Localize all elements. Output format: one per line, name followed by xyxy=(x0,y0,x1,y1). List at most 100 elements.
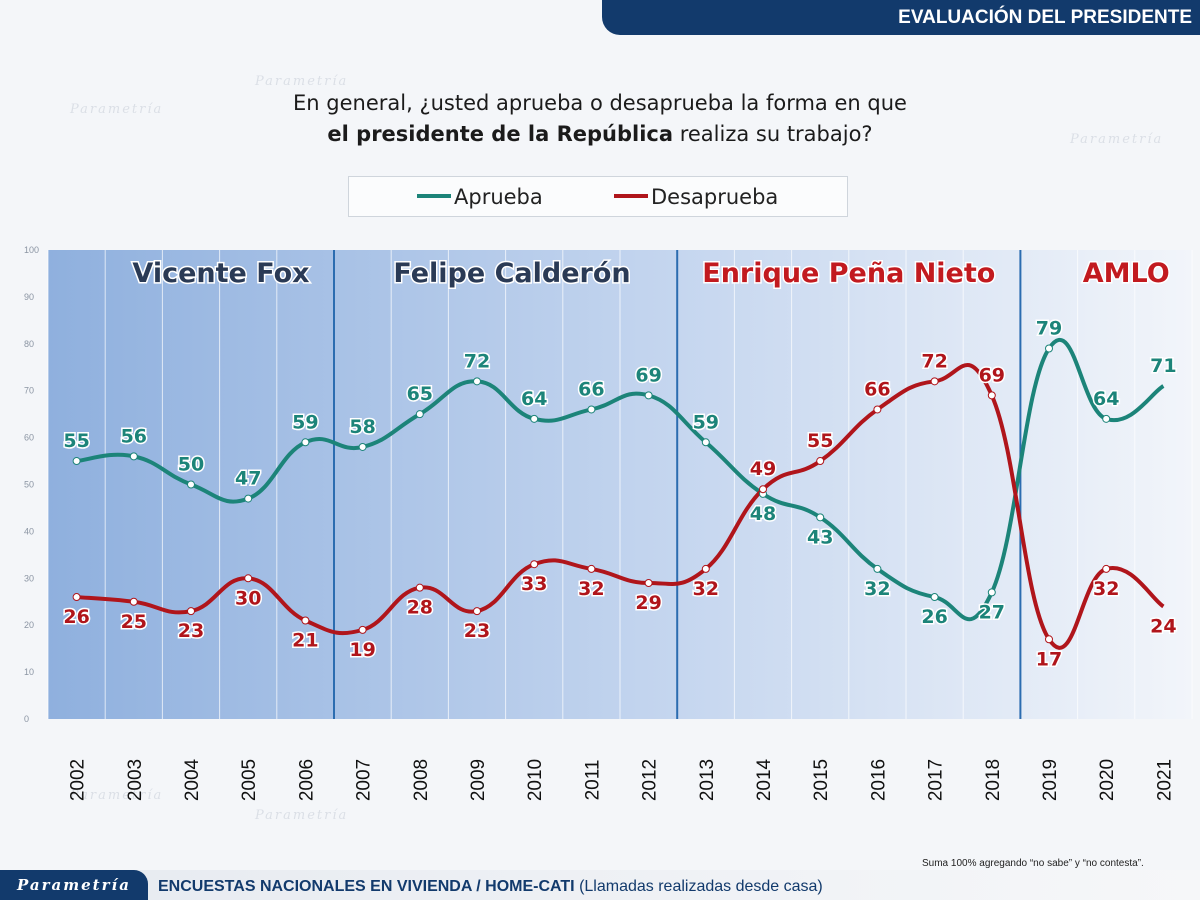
data-label-aprueba: 59 xyxy=(693,411,719,433)
x-tick-label: 2012 xyxy=(640,759,661,801)
data-point-aprueba xyxy=(701,438,710,447)
data-point-aprueba xyxy=(587,405,596,414)
data-point-desaprueba xyxy=(301,616,310,625)
data-label-aprueba: 47 xyxy=(235,468,261,490)
data-point-desaprueba xyxy=(530,560,539,569)
data-point-aprueba xyxy=(129,452,138,461)
y-tick-label: 70 xyxy=(24,386,34,396)
data-label-desaprueba: 21 xyxy=(292,630,318,652)
y-tick-label: 0 xyxy=(24,714,29,724)
y-tick-label: 80 xyxy=(24,339,34,349)
data-label-aprueba: 50 xyxy=(178,454,204,476)
data-point-aprueba xyxy=(244,494,253,503)
series-line-aprueba xyxy=(76,337,1165,622)
period-label: Enrique Peña Nieto xyxy=(702,258,995,289)
period-label: Felipe Calderón xyxy=(393,258,630,289)
data-point-desaprueba xyxy=(1102,564,1111,573)
legend-swatch-desaprueba xyxy=(614,194,648,198)
data-label-desaprueba: 55 xyxy=(807,430,833,452)
data-point-desaprueba xyxy=(930,377,939,386)
data-label-aprueba: 72 xyxy=(464,350,490,372)
x-tick-label: 2007 xyxy=(354,759,375,801)
y-tick-label: 30 xyxy=(24,573,34,583)
x-tick-label: 2011 xyxy=(582,760,603,801)
y-tick-label: 100 xyxy=(24,245,39,255)
data-point-desaprueba xyxy=(701,564,710,573)
data-point-desaprueba xyxy=(1045,635,1053,644)
data-point-aprueba xyxy=(930,593,939,602)
data-point-desaprueba xyxy=(473,607,481,616)
banner-title: EVALUACIÓN DEL PRESIDENTE xyxy=(898,7,1192,28)
data-point-desaprueba xyxy=(873,405,882,414)
period-label: Vicente Fox xyxy=(132,258,309,289)
data-point-aprueba xyxy=(473,377,481,386)
x-tick-label: 2013 xyxy=(697,759,718,801)
data-label-aprueba: 43 xyxy=(807,526,833,548)
data-label-desaprueba: 24 xyxy=(1150,615,1176,637)
x-tick-label: 2002 xyxy=(68,759,89,801)
question-line-1: En general, ¿usted aprueba o desaprueba … xyxy=(293,91,907,115)
watermark-text: Parametría xyxy=(70,788,164,803)
x-tick-label: 2018 xyxy=(983,759,1004,801)
watermark-text: Parametría xyxy=(255,808,349,823)
x-tick-label: 2003 xyxy=(125,759,146,801)
legend-item-desaprueba: Desaprueba xyxy=(614,185,778,209)
survey-question: En general, ¿usted aprueba o desaprueba … xyxy=(200,88,1000,150)
x-tick-label: 2014 xyxy=(754,758,775,801)
data-point-aprueba xyxy=(1102,414,1111,423)
data-label-desaprueba: 19 xyxy=(349,639,375,661)
data-point-aprueba xyxy=(187,480,195,489)
x-tick-label: 2009 xyxy=(468,759,489,801)
data-point-aprueba xyxy=(816,513,825,522)
data-label-desaprueba: 23 xyxy=(178,620,204,642)
data-label-desaprueba: 33 xyxy=(521,573,547,595)
legend-label-desaprueba: Desaprueba xyxy=(651,185,779,209)
y-tick-label: 10 xyxy=(24,667,34,677)
data-point-aprueba xyxy=(72,457,81,466)
footnote: Suma 100% agregando “no sabe” y “no cont… xyxy=(922,858,1144,869)
data-point-desaprueba xyxy=(587,564,596,573)
series-line-desaprueba xyxy=(76,363,1165,650)
data-point-aprueba xyxy=(530,414,539,423)
data-label-desaprueba: 32 xyxy=(693,578,719,600)
footer-text-rest: (Llamadas realizadas desde casa) xyxy=(574,878,823,895)
data-label-aprueba: 69 xyxy=(635,364,661,386)
data-label-desaprueba: 28 xyxy=(407,597,433,619)
x-tick-label: 2006 xyxy=(296,759,317,801)
footer-bar xyxy=(0,870,1200,900)
question-rest: realiza su trabajo? xyxy=(673,122,873,146)
footer-text: ENCUESTAS NACIONALES EN VIVIENDA / HOME-… xyxy=(158,878,823,896)
x-tick-label: 2020 xyxy=(1097,759,1118,801)
data-label-desaprueba: 66 xyxy=(864,378,890,400)
data-point-aprueba xyxy=(987,588,996,597)
data-point-desaprueba xyxy=(987,391,996,400)
question-bold: el presidente de la República xyxy=(327,122,674,146)
data-point-desaprueba xyxy=(244,574,253,583)
question-line-2: el presidente de la República realiza su… xyxy=(200,119,1000,150)
data-label-aprueba: 66 xyxy=(578,378,604,400)
chart-legend: Aprueba Desaprueba xyxy=(348,176,848,217)
data-label-aprueba: 79 xyxy=(1036,317,1062,339)
data-point-desaprueba xyxy=(759,485,767,494)
data-point-desaprueba xyxy=(816,457,825,466)
data-label-aprueba: 64 xyxy=(1093,388,1119,410)
x-tick-label: 2010 xyxy=(525,759,546,801)
data-label-aprueba: 26 xyxy=(921,606,947,628)
footer-text-bold: ENCUESTAS NACIONALES EN VIVIENDA / HOME-… xyxy=(158,878,575,895)
y-tick-label: 20 xyxy=(24,620,34,630)
data-label-aprueba: 71 xyxy=(1150,355,1176,377)
data-point-aprueba xyxy=(358,442,367,451)
section-banner: EVALUACIÓN DEL PRESIDENTE xyxy=(602,0,1200,35)
data-point-desaprueba xyxy=(72,593,81,602)
x-tick-label: 2004 xyxy=(182,758,203,801)
data-point-aprueba xyxy=(415,410,424,419)
y-tick-label: 90 xyxy=(24,292,34,302)
data-label-aprueba: 59 xyxy=(292,411,318,433)
data-label-aprueba: 58 xyxy=(349,416,375,438)
data-label-desaprueba: 26 xyxy=(63,606,89,628)
data-point-aprueba xyxy=(644,391,653,400)
footer-logo: Parametría xyxy=(0,870,148,900)
y-tick-label: 50 xyxy=(24,480,34,490)
watermark-text: Parametría xyxy=(1070,132,1164,147)
